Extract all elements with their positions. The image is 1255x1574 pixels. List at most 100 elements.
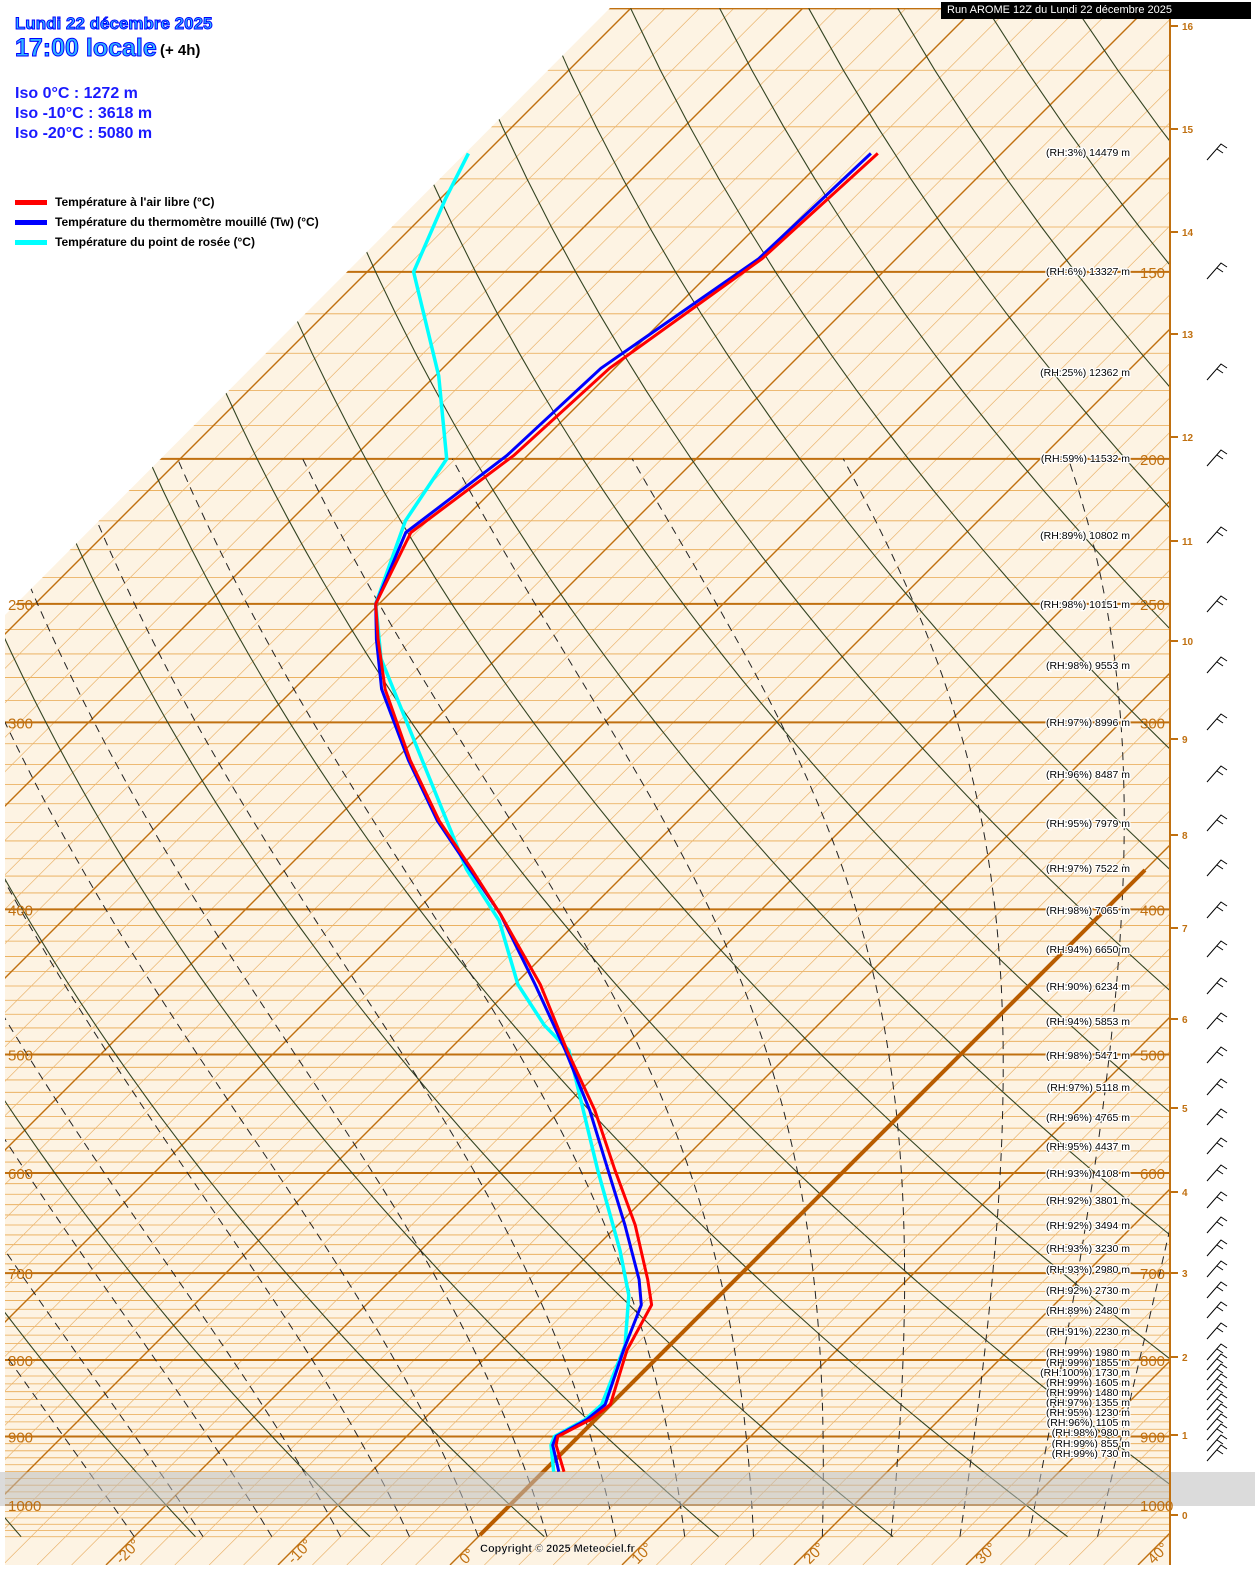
dry-adiabat [5, 8, 196, 1538]
isotherm [1241, 8, 1255, 1565]
pressure-tick-label: 700 [1140, 1266, 1165, 1283]
wind-barb-icon [1206, 1434, 1228, 1452]
pressure-tick-label: 600 [1140, 1166, 1165, 1183]
dry-adiabat [5, 8, 894, 1538]
dry-adiabat [95, 8, 1170, 1538]
level-label: (RH:89%) 2480 m [1046, 1305, 1130, 1317]
level-label: (RH:94%) 5853 m [1046, 1016, 1130, 1028]
wind-barb-icon [1206, 143, 1228, 161]
pressure-tick-label: 500 [1140, 1047, 1165, 1064]
moist-adiabat [5, 458, 548, 1537]
moist-adiabat [5, 458, 410, 1537]
level-label: (RH:92%) 3494 m [1046, 1220, 1130, 1232]
wind-barb-icon [1206, 262, 1228, 280]
dry-adiabat [630, 8, 1170, 1538]
wind-barb-icon [1206, 940, 1228, 958]
wind-barb-icon [1206, 1281, 1228, 1299]
km-tick-label: 13 [1182, 330, 1194, 341]
moist-adiabat [177, 458, 686, 1537]
moist-adiabat [5, 458, 479, 1537]
pressure-tick-label: 500 [8, 1047, 33, 1064]
level-label: (RH:98%) 7065 m [1046, 905, 1130, 917]
wind-barb-icon [1206, 1353, 1228, 1371]
level-label: (RH:90%) 6234 m [1046, 981, 1130, 993]
dry-adiabat [5, 8, 545, 1538]
isotherm [5, 8, 1113, 1565]
dry-adiabat [719, 8, 1170, 1538]
isotherm [5, 8, 1079, 1565]
moist-adiabat [5, 458, 204, 1537]
wind-barb-icon [1206, 595, 1228, 613]
forecast-date: Lundi 22 décembre 2025 [14, 14, 213, 34]
dry-adiabat [451, 8, 1170, 1538]
pressure-tick-label: 400 [8, 902, 33, 919]
wind-barb-icon [1206, 1383, 1228, 1401]
level-label: (RH:99%) 855 m [1052, 1438, 1130, 1450]
pressure-tick-label: 900 [1140, 1430, 1165, 1447]
dry-adiabat [5, 8, 371, 1538]
dry-adiabat [5, 8, 720, 1538]
level-label: (RH:98%) 5471 m [1046, 1050, 1130, 1062]
wind-barb-icon [1206, 1343, 1228, 1361]
pressure-tick-label: 150 [1140, 265, 1165, 282]
isotherm [5, 8, 632, 1565]
dewpoint-line [373, 152, 631, 1472]
run-title: Run AROME 12Z du Lundi 22 décembre 2025 [941, 2, 1251, 19]
wind-barb-icon [1206, 765, 1228, 783]
isotherm [518, 8, 1170, 1565]
wind-barb-icon [1206, 1239, 1228, 1257]
level-label: (RH:94%) 6650 m [1046, 944, 1130, 956]
level-label: (RH:93%) 3230 m [1046, 1243, 1130, 1255]
isotherm [5, 8, 1170, 1565]
wind-barb-icon [1206, 814, 1228, 832]
isotherm [621, 8, 1170, 1565]
isotherm [105, 8, 1170, 1565]
temperature-line [374, 152, 879, 1473]
isotherm [5, 8, 666, 1565]
isotherm [5, 8, 1170, 1565]
isotherm [174, 8, 1170, 1565]
level-label: (RH:96%) 8487 m [1046, 769, 1130, 781]
wind-barb-icon [1206, 1444, 1228, 1462]
dry-adiabat [1164, 8, 1170, 1538]
level-label: (RH:99%) 730 m [1052, 1448, 1130, 1460]
km-tick-label: 9 [1182, 735, 1188, 746]
level-label: (RH:95%) 4437 m [1046, 1141, 1130, 1153]
isotherm [759, 8, 1170, 1565]
km-tick-label: 5 [1182, 1104, 1188, 1115]
isotherm [5, 8, 941, 1565]
isotherm [346, 8, 1170, 1565]
wind-barb-icon [1206, 1393, 1228, 1411]
level-label: (RH:97%) 7522 m [1046, 863, 1130, 875]
pressure-tick-label: 400 [1140, 902, 1165, 919]
wind-barb-icon [1206, 1108, 1228, 1126]
isotherm [36, 8, 1170, 1565]
km-tick-label: 2 [1182, 1353, 1188, 1364]
pressure-tick-label: 300 [8, 715, 33, 732]
level-label: (RH:93%) 4108 m [1046, 1168, 1130, 1180]
isotherm [208, 8, 1170, 1565]
isotherm [312, 8, 1170, 1565]
level-label: (RH:93%) 2980 m [1046, 1264, 1130, 1276]
pressure-tick-label: 200 [1140, 452, 1165, 469]
isotherm [5, 8, 1170, 1565]
pressure-tick-label: 700 [8, 1266, 33, 1283]
level-label: (RH:100%) 1730 m [1040, 1367, 1130, 1379]
wind-barb-icon [1206, 1137, 1228, 1155]
pressure-tick-label: 250 [1140, 597, 1165, 614]
km-tick-label: 6 [1182, 1015, 1188, 1026]
wind-barb-icon [1206, 1046, 1228, 1064]
isotherm [896, 8, 1170, 1565]
level-label: (RH:99%) 1980 m [1046, 1347, 1130, 1359]
pressure-tick-label: 600 [8, 1166, 33, 1183]
wind-barb-icon [1206, 449, 1228, 467]
isotherm [277, 8, 1170, 1565]
isotherm [656, 8, 1170, 1565]
legend-swatch [15, 199, 47, 205]
copyright: Copyright © 2025 Meteociel.fr [480, 1543, 635, 1555]
wind-barb-icon [1206, 901, 1228, 919]
isotherm [5, 8, 1170, 1565]
moist-adiabat [631, 458, 906, 1537]
wind-barb-icon [1206, 656, 1228, 674]
